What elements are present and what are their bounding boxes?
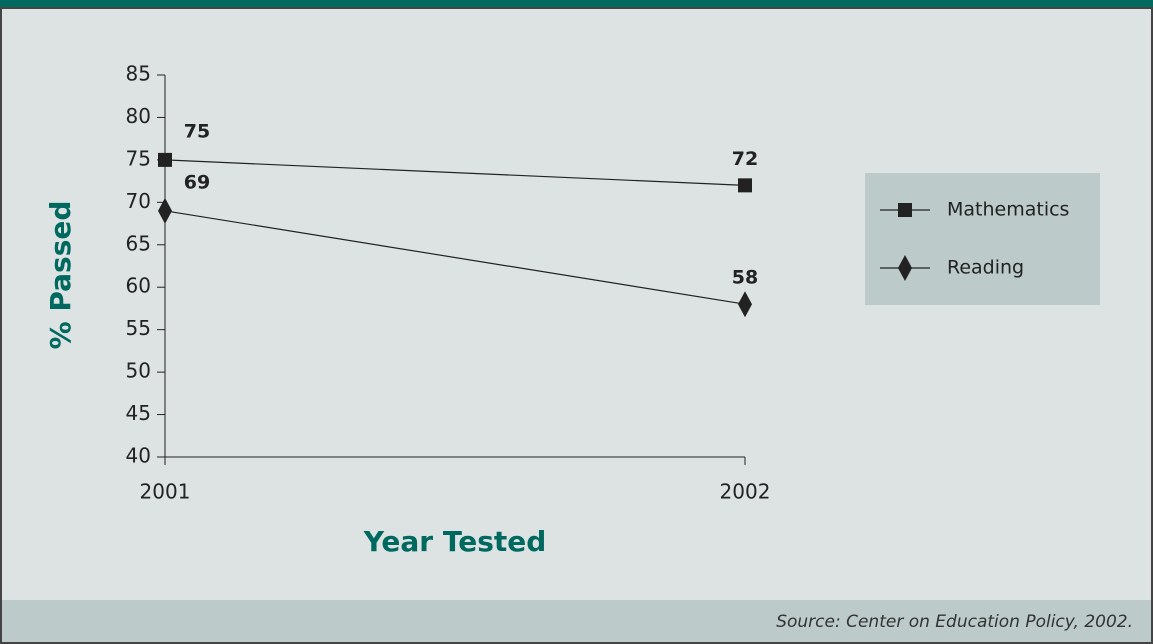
y-tick-label: 55	[126, 316, 151, 340]
y-tick-label: 60	[126, 274, 151, 298]
header-band	[0, 0, 1153, 8]
legend-box	[865, 173, 1100, 305]
y-tick-label: 50	[126, 359, 151, 383]
data-label: 75	[184, 120, 210, 142]
footer-band	[0, 600, 1153, 644]
legend-label: Reading	[947, 257, 1024, 279]
data-label: 72	[732, 148, 758, 170]
y-tick-label: 70	[126, 189, 151, 213]
data-label: 58	[732, 267, 758, 289]
y-tick-label: 65	[126, 231, 151, 255]
y-axis-title: % Passed	[44, 201, 77, 350]
x-tick-label: 2001	[140, 480, 191, 504]
data-point	[738, 291, 752, 318]
y-tick-label: 45	[126, 401, 151, 425]
frame	[0, 7, 1153, 644]
data-point	[158, 197, 172, 224]
x-axis-title: Year Tested	[363, 525, 547, 558]
data-label: 69	[184, 171, 210, 193]
y-tick-label: 80	[126, 104, 151, 128]
data-point	[158, 152, 172, 167]
y-tick-label: 40	[126, 444, 151, 468]
legend-marker	[898, 255, 912, 281]
data-point	[738, 178, 752, 193]
series-line	[164, 210, 746, 305]
y-tick-label: 75	[126, 146, 151, 170]
y-tick-label: 85	[126, 62, 151, 86]
source-note: Source: Center on Education Policy, 2002…	[776, 612, 1133, 632]
legend-marker	[898, 203, 912, 217]
series-line	[164, 159, 746, 186]
legend-label: Mathematics	[947, 199, 1069, 221]
x-tick-label: 2002	[720, 480, 771, 504]
